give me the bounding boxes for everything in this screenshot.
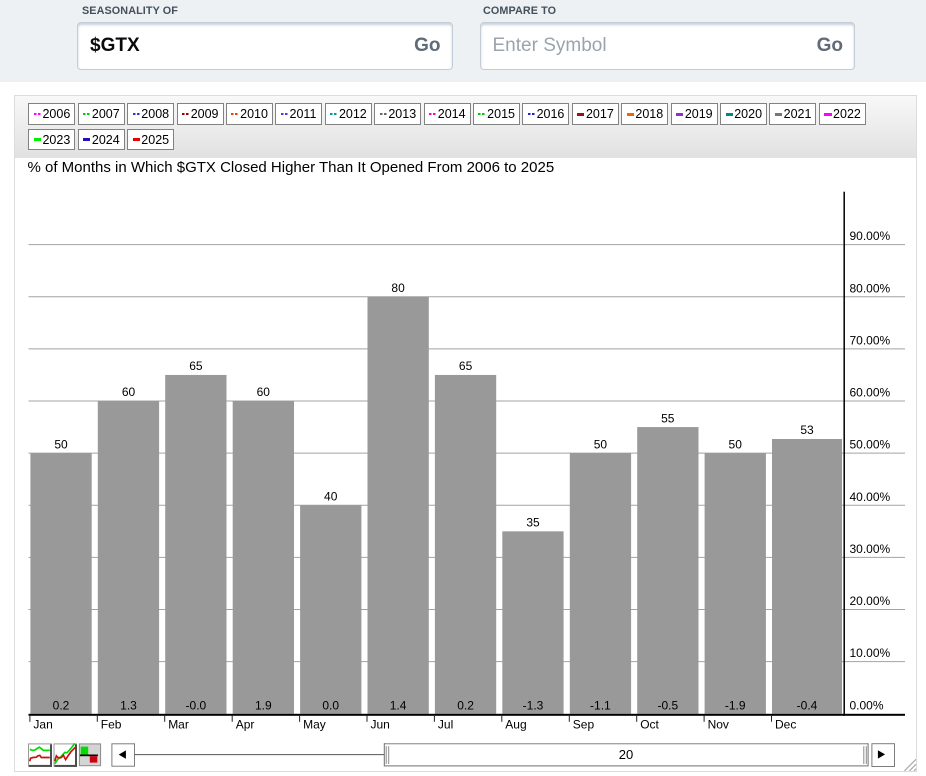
svg-text:35: 35	[526, 516, 540, 530]
svg-text:65: 65	[189, 359, 203, 373]
svg-text:70.00%: 70.00%	[850, 333, 891, 347]
svg-text:-0.4: -0.4	[797, 699, 818, 713]
svg-text:60: 60	[122, 385, 136, 399]
svg-text:Feb: Feb	[101, 718, 122, 732]
svg-text:60: 60	[257, 385, 271, 399]
svg-text:Jan: Jan	[33, 718, 52, 732]
svg-text:60.00%: 60.00%	[850, 386, 891, 400]
svg-text:40: 40	[324, 489, 338, 503]
svg-text:80: 80	[391, 281, 405, 295]
svg-text:Mar: Mar	[168, 718, 189, 732]
svg-text:20: 20	[619, 747, 633, 762]
svg-text:1.4: 1.4	[390, 699, 407, 713]
svg-text:0.2: 0.2	[457, 699, 474, 713]
svg-text:1.3: 1.3	[120, 699, 137, 713]
svg-text:20.00%: 20.00%	[850, 594, 891, 608]
svg-text:May: May	[303, 718, 326, 732]
svg-text:-0.5: -0.5	[657, 699, 678, 713]
svg-text:90.00%: 90.00%	[850, 229, 891, 243]
svg-text:Dec: Dec	[775, 718, 796, 732]
svg-text:50: 50	[729, 437, 743, 451]
svg-text:80.00%: 80.00%	[850, 281, 891, 295]
svg-text:Apr: Apr	[236, 718, 255, 732]
svg-text:Jun: Jun	[371, 718, 390, 732]
svg-text:Nov: Nov	[708, 718, 729, 732]
svg-text:50: 50	[594, 437, 608, 451]
svg-text:40.00%: 40.00%	[850, 490, 891, 504]
svg-text:10.00%: 10.00%	[850, 646, 891, 660]
svg-text:1.9: 1.9	[255, 699, 272, 713]
svg-text:-1.9: -1.9	[725, 699, 746, 713]
svg-text:50: 50	[54, 437, 68, 451]
svg-text:50.00%: 50.00%	[850, 438, 891, 452]
svg-text:0.2: 0.2	[53, 699, 70, 713]
svg-text:Sep: Sep	[573, 718, 595, 732]
svg-text:-1.1: -1.1	[590, 699, 611, 713]
svg-text:-0.0: -0.0	[186, 699, 207, 713]
svg-text:0.00%: 0.00%	[850, 698, 884, 712]
svg-text:53: 53	[800, 423, 814, 437]
svg-text:30.00%: 30.00%	[850, 542, 891, 556]
svg-text:0.0: 0.0	[322, 699, 339, 713]
svg-text:55: 55	[661, 411, 675, 425]
svg-text:65: 65	[459, 359, 473, 373]
svg-text:-1.3: -1.3	[523, 699, 544, 713]
svg-text:Oct: Oct	[640, 718, 659, 732]
svg-text:Jul: Jul	[438, 718, 453, 732]
svg-text:Aug: Aug	[505, 718, 526, 732]
